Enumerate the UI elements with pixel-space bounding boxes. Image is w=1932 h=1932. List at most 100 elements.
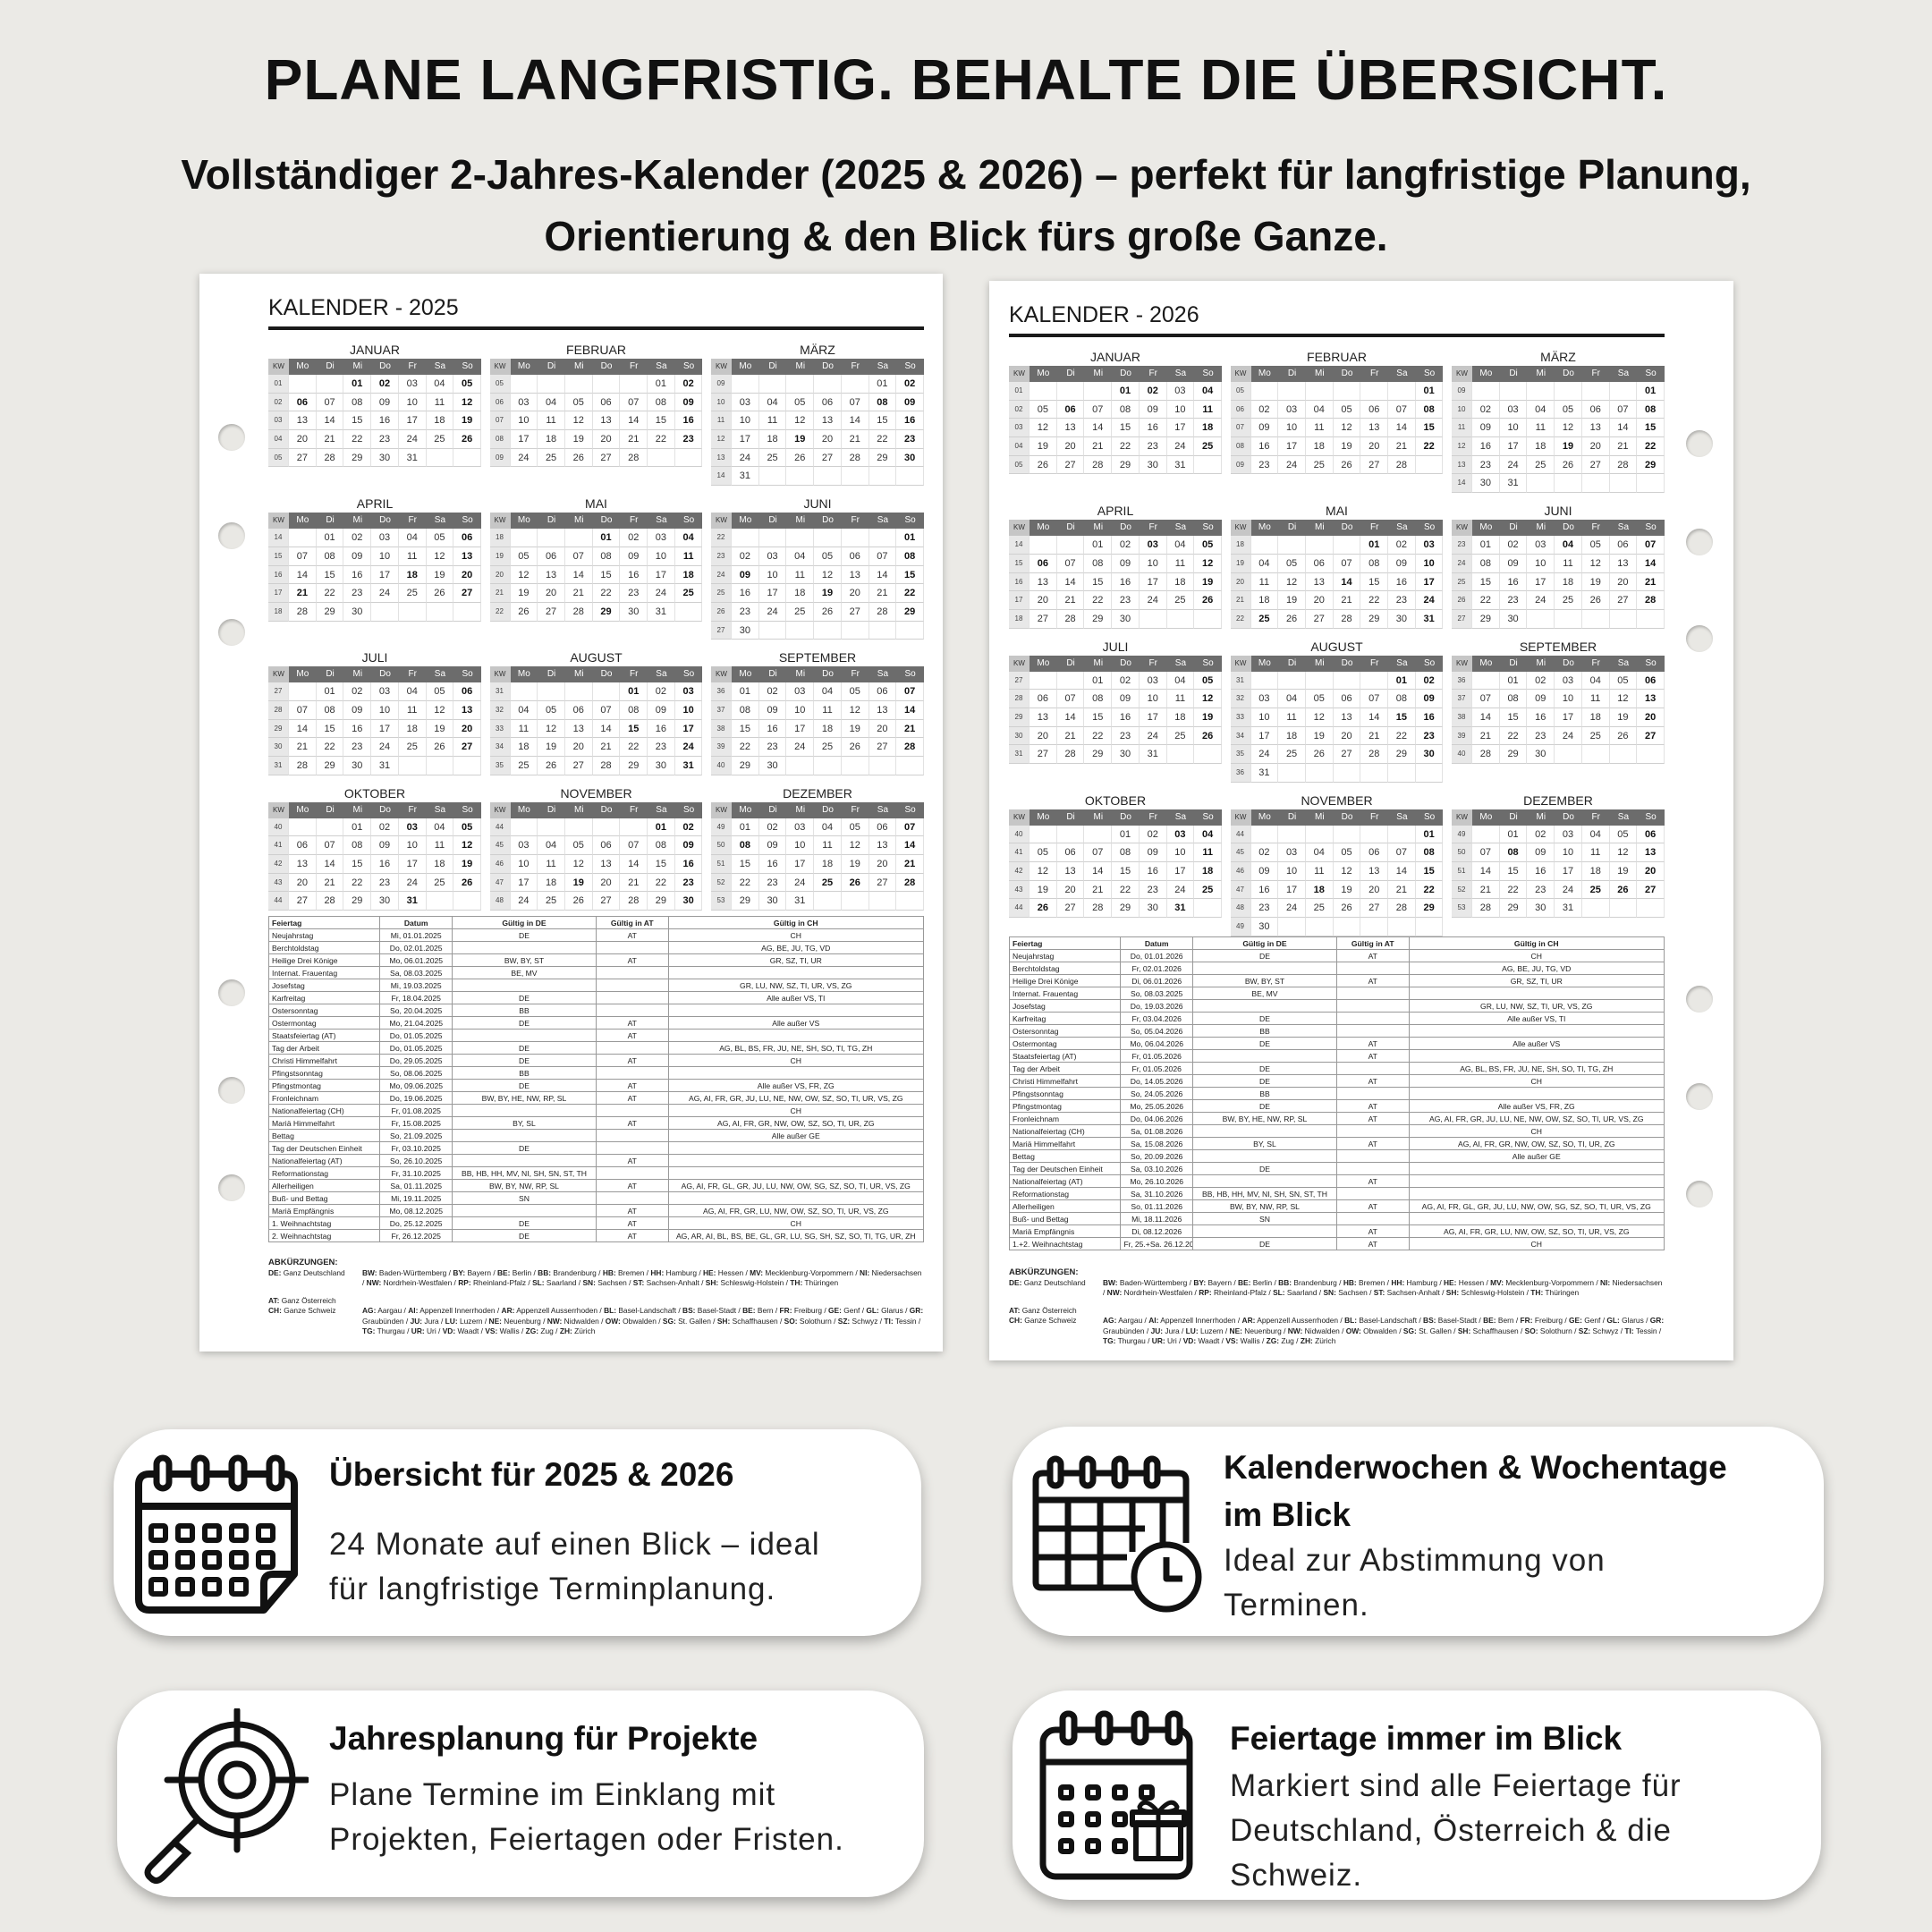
day-cell: 10 bbox=[648, 547, 675, 566]
day-cell: 31 bbox=[371, 757, 399, 775]
holiday-or-sunday-cell: 12 bbox=[1194, 690, 1222, 708]
day-cell: 10 bbox=[1555, 843, 1582, 863]
day-cell: 01 bbox=[648, 375, 675, 394]
holiday-or-sunday-cell: 14 bbox=[1333, 572, 1361, 592]
day-cell: 27 bbox=[841, 602, 869, 622]
holiday-cell: Do, 19.06.2025 bbox=[379, 1091, 453, 1105]
weekday-header: Di bbox=[758, 666, 787, 683]
day-cell: 05 bbox=[1333, 843, 1361, 863]
week-number: 02 bbox=[268, 393, 289, 412]
month-name: MAI bbox=[585, 496, 607, 512]
weekday-header: So bbox=[453, 359, 481, 375]
holiday-or-sunday-cell: 17 bbox=[674, 719, 703, 739]
holiday-row: Neujahrstag Do, 01.01.2026 DE AT CH bbox=[1008, 949, 1665, 962]
day-cell: 10 bbox=[758, 565, 787, 585]
day-cell: 29 bbox=[1112, 455, 1140, 475]
day-cell: 06 bbox=[1360, 400, 1389, 419]
holiday-cell: Pfingstmontag bbox=[1008, 1099, 1122, 1113]
holiday-or-sunday-cell: 08 bbox=[1415, 843, 1444, 863]
day-cell: 18 bbox=[1166, 708, 1195, 727]
day-cell: 07 bbox=[316, 393, 344, 412]
holiday-or-sunday-cell: 13 bbox=[1637, 690, 1665, 708]
week-number: 40 bbox=[1009, 825, 1030, 844]
holiday-or-sunday-cell: 16 bbox=[896, 411, 924, 431]
month-oktober: OKTOBER KW Mo Di Mi Do Fr Sa So 40 01 02 03 04 41 05 06 0… bbox=[1009, 792, 1222, 919]
weekday-header: So bbox=[1415, 520, 1444, 537]
day-cell: 26 bbox=[564, 892, 593, 911]
day-cell: 19 bbox=[1333, 437, 1361, 456]
day-cell: 10 bbox=[1278, 419, 1306, 438]
day-cell: 29 bbox=[1499, 899, 1528, 919]
holiday-or-sunday-cell: 11 bbox=[674, 547, 703, 566]
holiday-cell: GR, SZ, TI, UR bbox=[1408, 974, 1665, 987]
quarter-row: JANUAR KW Mo Di Mi Do Fr Sa So 01 01 02 03 04 02 05 06 07… bbox=[1009, 348, 1665, 494]
day-cell: 15 bbox=[1112, 419, 1140, 438]
day-cell: 04 bbox=[786, 547, 815, 566]
week-number: 09 bbox=[1452, 382, 1472, 401]
week-number: 23 bbox=[711, 547, 732, 566]
day-cell: 25 bbox=[1278, 745, 1306, 764]
month-dezember: DEZEMBER KW Mo Di Mi Do Fr Sa So 49 01 02 03 04 05 06 07… bbox=[711, 784, 924, 911]
kw-header: KW bbox=[268, 666, 289, 683]
holiday-cell bbox=[667, 1141, 924, 1155]
month-name: DEZEMBER bbox=[1523, 792, 1593, 808]
kw-header: KW bbox=[1230, 655, 1251, 672]
holiday-or-sunday-cell: 31 bbox=[674, 757, 703, 775]
holiday-cell: AT bbox=[1335, 949, 1410, 962]
holiday-cell bbox=[667, 1004, 924, 1017]
day-cell: 19 bbox=[1581, 572, 1610, 592]
day-cell: 09 bbox=[1112, 690, 1140, 708]
holiday-or-sunday-cell: 31 bbox=[398, 892, 427, 911]
empty-day-cell bbox=[1527, 609, 1555, 629]
week-number: 29 bbox=[1009, 708, 1030, 727]
day-cell: 28 bbox=[592, 757, 621, 775]
day-cell: 20 bbox=[1609, 572, 1638, 592]
day-cell: 25 bbox=[510, 757, 538, 775]
month-table: KW Mo Di Mi Do Fr Sa So 40 01 02 03 04 05 41 06 07 08 09 10… bbox=[268, 801, 481, 911]
holiday-cell: Do, 01.05.2025 bbox=[379, 1041, 453, 1055]
day-cell: 04 bbox=[1250, 554, 1279, 573]
week-number: 32 bbox=[1230, 690, 1251, 708]
weekday-header: Do bbox=[1555, 655, 1582, 672]
holiday-or-sunday-cell: 19 bbox=[786, 430, 815, 449]
day-cell: 12 bbox=[841, 700, 869, 720]
holiday-cell: Allerheiligen bbox=[1008, 1199, 1122, 1213]
holiday-or-sunday-cell: 25 bbox=[1194, 437, 1222, 456]
month-table: KW Mo Di Mi Do Fr Sa So 18 01 02 03 04 19 05 06 07 08 09 10… bbox=[489, 513, 703, 622]
day-cell: 29 bbox=[732, 892, 759, 911]
abbreviation-item: SZ: Schwyz bbox=[837, 1316, 878, 1326]
weekday-header: So bbox=[896, 513, 924, 530]
abbreviation-item: BL: Basel-Landschaft bbox=[1344, 1316, 1418, 1325]
weekday-header: Do bbox=[1112, 366, 1140, 382]
weekday-header: Mo bbox=[1472, 366, 1500, 382]
week-number: 48 bbox=[489, 892, 511, 911]
holiday-or-sunday-cell: 19 bbox=[1194, 572, 1222, 592]
empty-day-cell bbox=[538, 375, 565, 394]
holiday-row: Mariä Himmelfahrt Sa, 15.08.2026 BY, SL AT A… bbox=[1008, 1137, 1665, 1150]
day-cell: 27 bbox=[814, 448, 842, 468]
column-header: Feiertag bbox=[1008, 936, 1122, 950]
holiday-row: Josefstag Do, 19.03.2026 GR, LU, NW, SZ, T… bbox=[1008, 999, 1665, 1013]
day-cell: 10 bbox=[1139, 690, 1167, 708]
holiday-cell: BW, BY, ST bbox=[451, 953, 597, 967]
weekday-header: So bbox=[674, 359, 703, 375]
week-number: 16 bbox=[1009, 572, 1030, 592]
holiday-or-sunday-cell: 01 bbox=[1415, 825, 1444, 844]
day-cell: 31 bbox=[786, 892, 815, 911]
holiday-cell: Christi Himmelfahrt bbox=[267, 1054, 381, 1067]
day-cell: 16 bbox=[620, 565, 648, 585]
holiday-cell: Ostermontag bbox=[267, 1016, 381, 1030]
day-cell: 24 bbox=[1166, 437, 1195, 456]
weekday-header: Mo bbox=[732, 666, 759, 683]
weekday-header: Do bbox=[1112, 809, 1140, 826]
holiday-cell: Tag der Arbeit bbox=[267, 1041, 381, 1055]
day-cell: 10 bbox=[398, 836, 427, 856]
weekday-header: Mo bbox=[732, 801, 759, 818]
week-number: 08 bbox=[489, 430, 511, 449]
empty-day-cell bbox=[814, 757, 842, 775]
day-cell: 04 bbox=[510, 700, 538, 720]
weekday-header: Sa bbox=[1609, 366, 1638, 382]
week-number: 09 bbox=[1230, 455, 1251, 475]
empty-day-cell bbox=[510, 682, 538, 701]
day-cell: 12 bbox=[841, 836, 869, 856]
